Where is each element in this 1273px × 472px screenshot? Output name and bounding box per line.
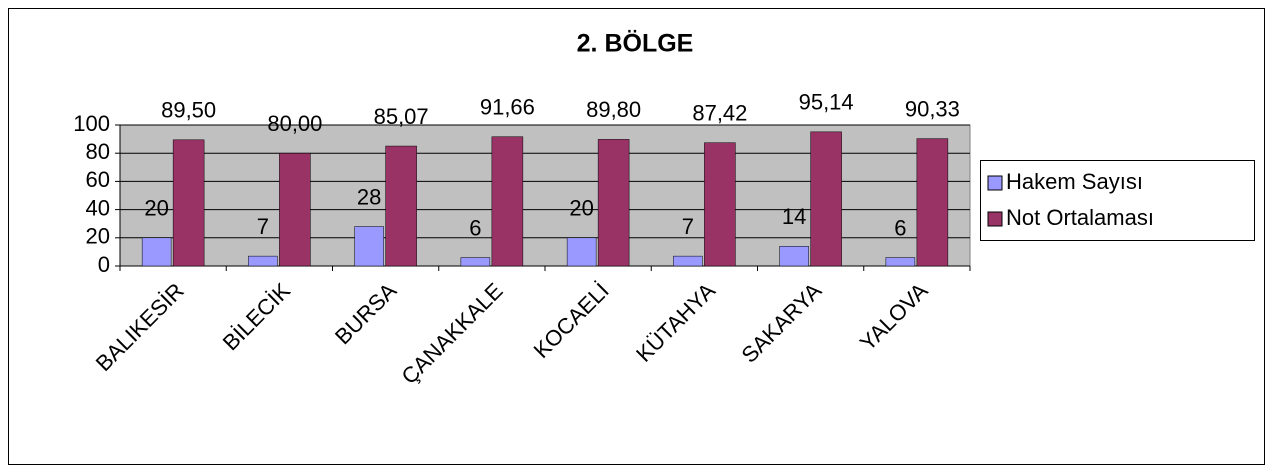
legend-swatch xyxy=(987,175,1003,191)
data-label: 28 xyxy=(357,184,381,209)
y-tick-label: 80 xyxy=(86,139,110,164)
data-label: 6 xyxy=(894,215,906,240)
bar xyxy=(491,136,524,267)
data-label: 95,14 xyxy=(799,90,854,115)
data-label: 89,50 xyxy=(161,98,216,123)
y-tick-label: 60 xyxy=(86,167,110,192)
bar xyxy=(141,237,172,267)
data-label: 6 xyxy=(469,215,481,240)
chart-title: 2. BÖLGE xyxy=(577,29,694,58)
data-label: 20 xyxy=(144,196,168,221)
bar xyxy=(916,138,949,267)
data-label: 7 xyxy=(257,214,269,239)
data-label: 85,07 xyxy=(374,104,429,129)
bar xyxy=(460,257,491,267)
legend-label: Not Ortalaması xyxy=(1006,205,1154,230)
bar xyxy=(704,142,736,267)
bar xyxy=(885,257,916,267)
plot-area xyxy=(119,124,971,267)
data-label: 87,42 xyxy=(692,101,747,126)
bar xyxy=(597,139,630,267)
bar xyxy=(172,139,205,267)
legend-swatch xyxy=(987,211,1003,227)
bar xyxy=(779,246,809,267)
y-tick-label: 40 xyxy=(86,195,110,220)
legend-label: Hakem Sayısı xyxy=(1006,169,1143,194)
y-tick-label: 0 xyxy=(98,252,110,277)
data-label: 90,33 xyxy=(905,96,960,121)
data-label: 20 xyxy=(569,196,593,221)
data-label: 80,00 xyxy=(267,111,322,136)
data-label: 7 xyxy=(682,214,694,239)
bar xyxy=(248,255,278,267)
legend xyxy=(980,160,1255,241)
bar xyxy=(354,226,384,267)
bar xyxy=(279,152,311,267)
bar xyxy=(566,237,597,267)
bar xyxy=(673,255,703,267)
data-label: 14 xyxy=(782,204,806,229)
y-tick-label: 20 xyxy=(86,224,110,249)
data-label: 89,80 xyxy=(586,97,641,122)
data-label: 91,66 xyxy=(480,95,535,120)
bar xyxy=(810,131,842,267)
y-tick-label: 100 xyxy=(73,111,110,136)
bar xyxy=(385,145,417,267)
